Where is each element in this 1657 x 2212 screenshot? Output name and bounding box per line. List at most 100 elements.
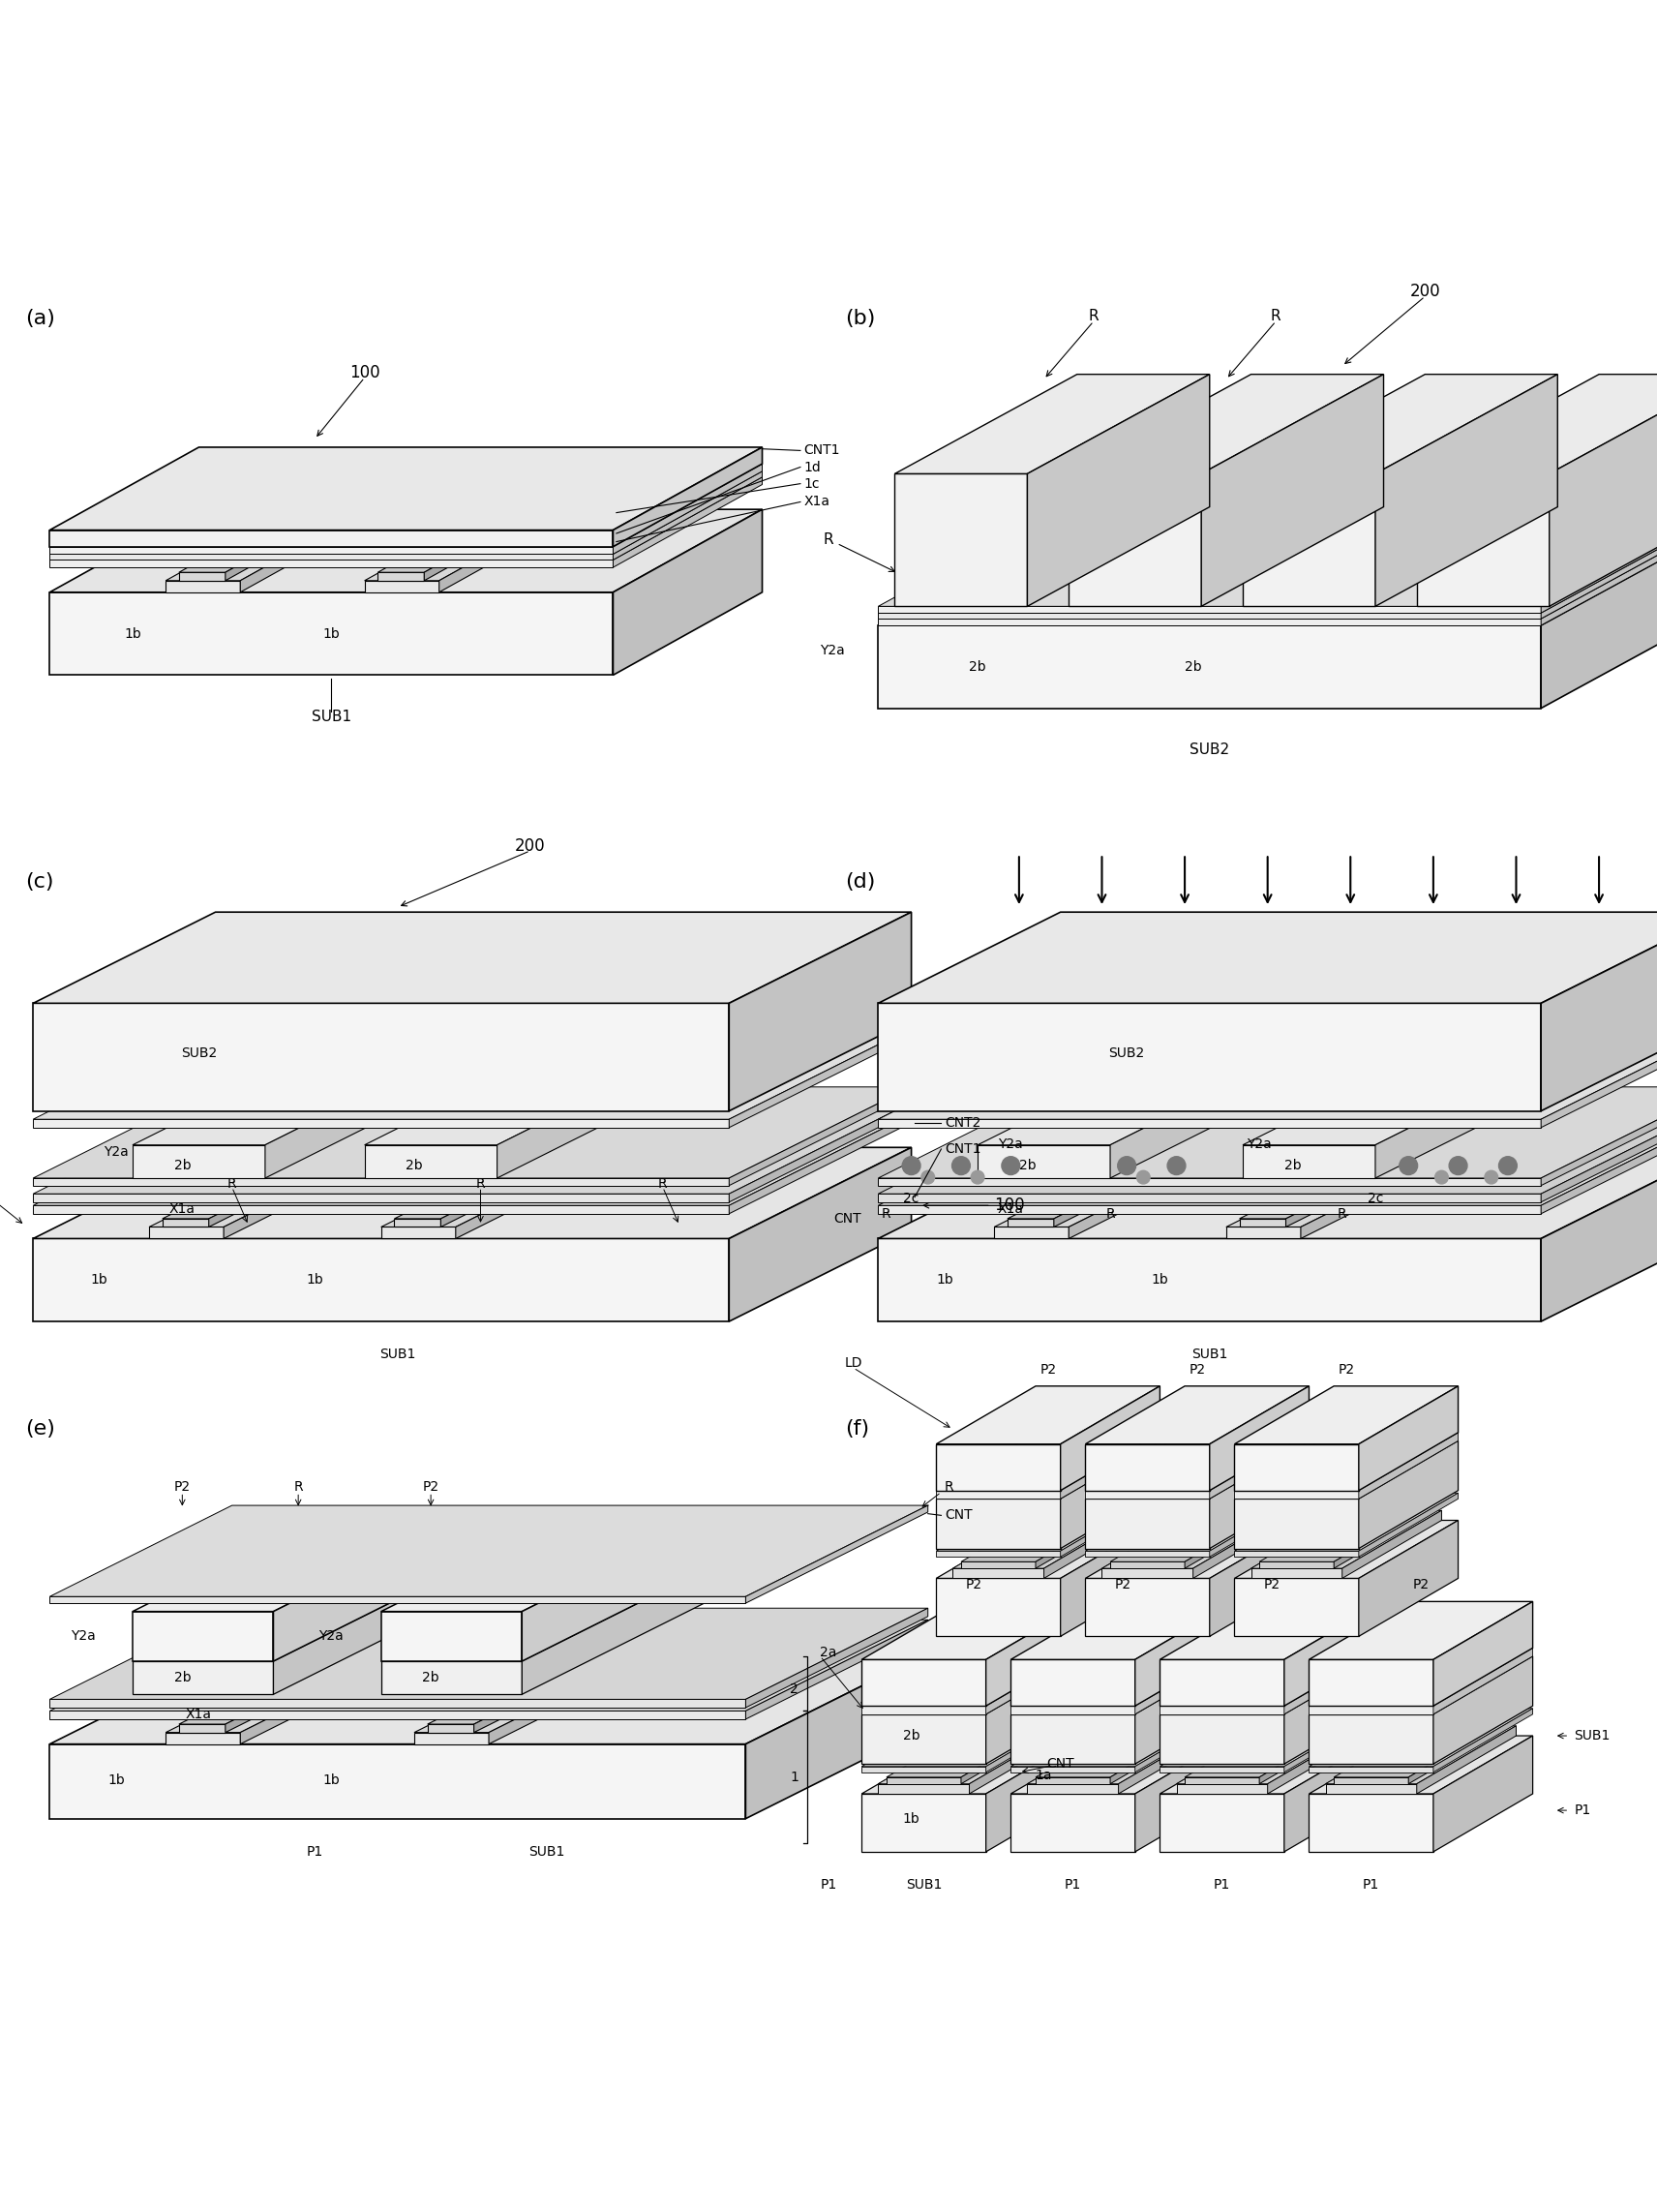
Text: X1a: X1a	[998, 1201, 1024, 1217]
Polygon shape	[1284, 1601, 1384, 1705]
Polygon shape	[1541, 1115, 1657, 1214]
Polygon shape	[166, 498, 389, 580]
Polygon shape	[936, 1444, 1060, 1491]
Polygon shape	[1226, 1228, 1301, 1239]
Polygon shape	[1309, 1736, 1533, 1794]
Polygon shape	[1085, 1433, 1309, 1491]
Polygon shape	[1433, 1708, 1533, 1772]
Circle shape	[1435, 1170, 1448, 1183]
Text: (a): (a)	[25, 310, 55, 327]
Polygon shape	[133, 1571, 456, 1661]
Polygon shape	[394, 1128, 623, 1219]
Polygon shape	[1060, 1520, 1160, 1637]
Polygon shape	[1210, 1520, 1309, 1637]
Polygon shape	[381, 1520, 704, 1613]
Polygon shape	[50, 1619, 928, 1710]
Polygon shape	[1239, 1219, 1286, 1228]
Text: SUB1: SUB1	[529, 1845, 565, 1858]
Polygon shape	[1243, 374, 1558, 473]
Polygon shape	[1085, 1444, 1210, 1491]
Polygon shape	[1085, 1579, 1210, 1637]
Text: 200: 200	[515, 836, 545, 854]
Polygon shape	[1069, 1135, 1251, 1239]
Text: P2: P2	[1263, 1577, 1281, 1593]
Text: 1b: 1b	[936, 1274, 953, 1287]
Polygon shape	[1541, 1148, 1657, 1321]
Polygon shape	[862, 1648, 1085, 1705]
Polygon shape	[33, 1119, 729, 1128]
Polygon shape	[878, 1115, 1657, 1206]
Polygon shape	[1259, 1504, 1433, 1562]
Text: 1b: 1b	[124, 626, 141, 641]
Polygon shape	[1060, 1440, 1160, 1548]
Polygon shape	[365, 1053, 679, 1146]
Polygon shape	[1185, 1776, 1259, 1783]
Text: R: R	[1271, 310, 1281, 323]
Polygon shape	[133, 1053, 447, 1146]
Polygon shape	[1176, 1725, 1367, 1783]
Polygon shape	[265, 1053, 447, 1179]
Polygon shape	[50, 1506, 928, 1597]
Polygon shape	[1549, 374, 1657, 606]
Polygon shape	[1234, 1579, 1359, 1637]
Polygon shape	[1417, 473, 1549, 606]
Text: P1: P1	[307, 1845, 323, 1858]
Text: Y2a: Y2a	[318, 1630, 345, 1644]
Polygon shape	[378, 573, 424, 580]
Polygon shape	[936, 1493, 1160, 1551]
Polygon shape	[166, 1732, 240, 1743]
Polygon shape	[381, 1135, 638, 1228]
Polygon shape	[936, 1579, 1060, 1637]
Text: P1: P1	[1362, 1878, 1380, 1891]
Polygon shape	[497, 1053, 679, 1179]
Polygon shape	[862, 1714, 986, 1763]
Polygon shape	[33, 911, 911, 1004]
Polygon shape	[1309, 1705, 1433, 1714]
Text: 200: 200	[1410, 283, 1440, 301]
Polygon shape	[381, 1661, 522, 1694]
Polygon shape	[1234, 1433, 1458, 1491]
Polygon shape	[33, 1148, 911, 1239]
Text: 2c: 2c	[1367, 1192, 1384, 1206]
Text: 1b: 1b	[323, 1774, 340, 1787]
Polygon shape	[978, 1146, 1110, 1179]
Polygon shape	[1085, 1493, 1309, 1551]
Polygon shape	[179, 1632, 408, 1723]
Polygon shape	[33, 1206, 729, 1214]
Polygon shape	[1541, 513, 1657, 619]
Text: R: R	[1089, 310, 1099, 323]
Text: 2: 2	[790, 1683, 799, 1697]
Polygon shape	[1309, 1708, 1533, 1767]
Polygon shape	[1433, 1657, 1533, 1763]
Polygon shape	[1251, 1568, 1342, 1579]
Polygon shape	[986, 1657, 1085, 1763]
Polygon shape	[862, 1708, 1085, 1767]
Polygon shape	[179, 489, 374, 573]
Text: P2: P2	[423, 1480, 439, 1493]
Polygon shape	[1541, 507, 1657, 613]
Polygon shape	[986, 1708, 1085, 1772]
Polygon shape	[224, 1135, 406, 1239]
Polygon shape	[1118, 1725, 1218, 1794]
Polygon shape	[1011, 1794, 1135, 1851]
Polygon shape	[162, 1219, 209, 1228]
Polygon shape	[1334, 1504, 1433, 1568]
Polygon shape	[878, 1206, 1541, 1214]
Polygon shape	[133, 1146, 265, 1179]
Polygon shape	[1085, 1500, 1210, 1548]
Polygon shape	[133, 1661, 273, 1694]
Polygon shape	[1284, 1657, 1384, 1763]
Polygon shape	[1011, 1601, 1234, 1659]
Polygon shape	[1226, 1135, 1483, 1228]
Polygon shape	[1160, 1659, 1284, 1705]
Polygon shape	[1054, 1128, 1236, 1228]
Polygon shape	[1110, 1053, 1292, 1179]
Polygon shape	[994, 1228, 1069, 1239]
Polygon shape	[986, 1736, 1085, 1851]
Polygon shape	[994, 1135, 1251, 1228]
Text: P2: P2	[1114, 1577, 1132, 1593]
Polygon shape	[50, 509, 762, 593]
Polygon shape	[474, 1632, 656, 1732]
Polygon shape	[936, 1433, 1160, 1491]
Text: Y2a: Y2a	[820, 644, 845, 657]
